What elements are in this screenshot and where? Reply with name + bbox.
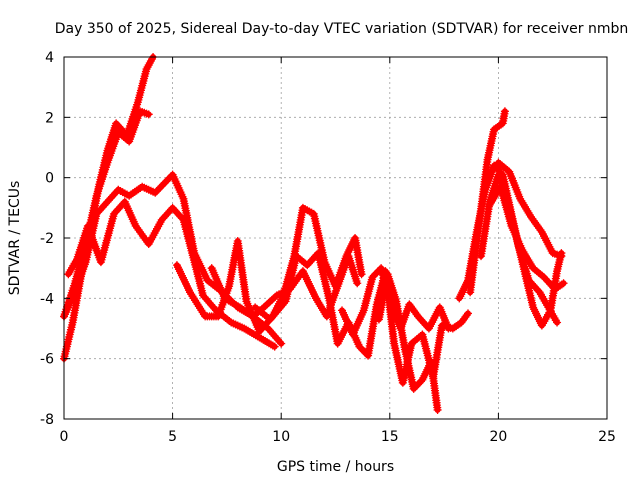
series-pass-11: [466, 107, 509, 297]
y-axis-label: SDTVAR / TECUs: [7, 181, 23, 296]
y-tick-label: -2: [40, 231, 54, 247]
x-tick-label: 15: [381, 429, 399, 445]
series-pass-1: [60, 53, 158, 363]
plus-markers: [64, 197, 279, 351]
axis-ticks: 0 5 10 15 20 25 -8 -6 -4 -2 0 2 4: [40, 50, 616, 445]
series-pass-9: [374, 270, 442, 414]
x-tick-label: 25: [598, 429, 616, 445]
y-tick-label: -4: [40, 291, 54, 307]
x-tick-label: 20: [489, 429, 507, 445]
y-tick-label: -8: [40, 412, 54, 428]
y-tick-label: 0: [45, 171, 54, 187]
plus-markers: [207, 252, 362, 321]
x-tick-label: 0: [60, 429, 69, 445]
x-tick-label: 10: [272, 429, 290, 445]
series-pass-4: [64, 197, 279, 351]
plus-markers: [374, 270, 442, 414]
chart-title: Day 350 of 2025, Sidereal Day-to-day VTE…: [55, 21, 629, 37]
plus-markers: [494, 158, 566, 261]
x-tick-label: 5: [168, 429, 177, 445]
y-tick-label: 2: [45, 110, 54, 126]
x-axis-label: GPS time / hours: [277, 459, 394, 475]
plus-markers: [466, 107, 509, 297]
y-tick-label: 4: [45, 50, 54, 66]
data-series: [60, 53, 568, 414]
plus-markers: [485, 182, 568, 294]
y-tick-label: -6: [40, 352, 54, 368]
plus-markers: [60, 53, 158, 363]
series-pass-14: [485, 182, 568, 294]
series-pass-13: [494, 158, 566, 261]
